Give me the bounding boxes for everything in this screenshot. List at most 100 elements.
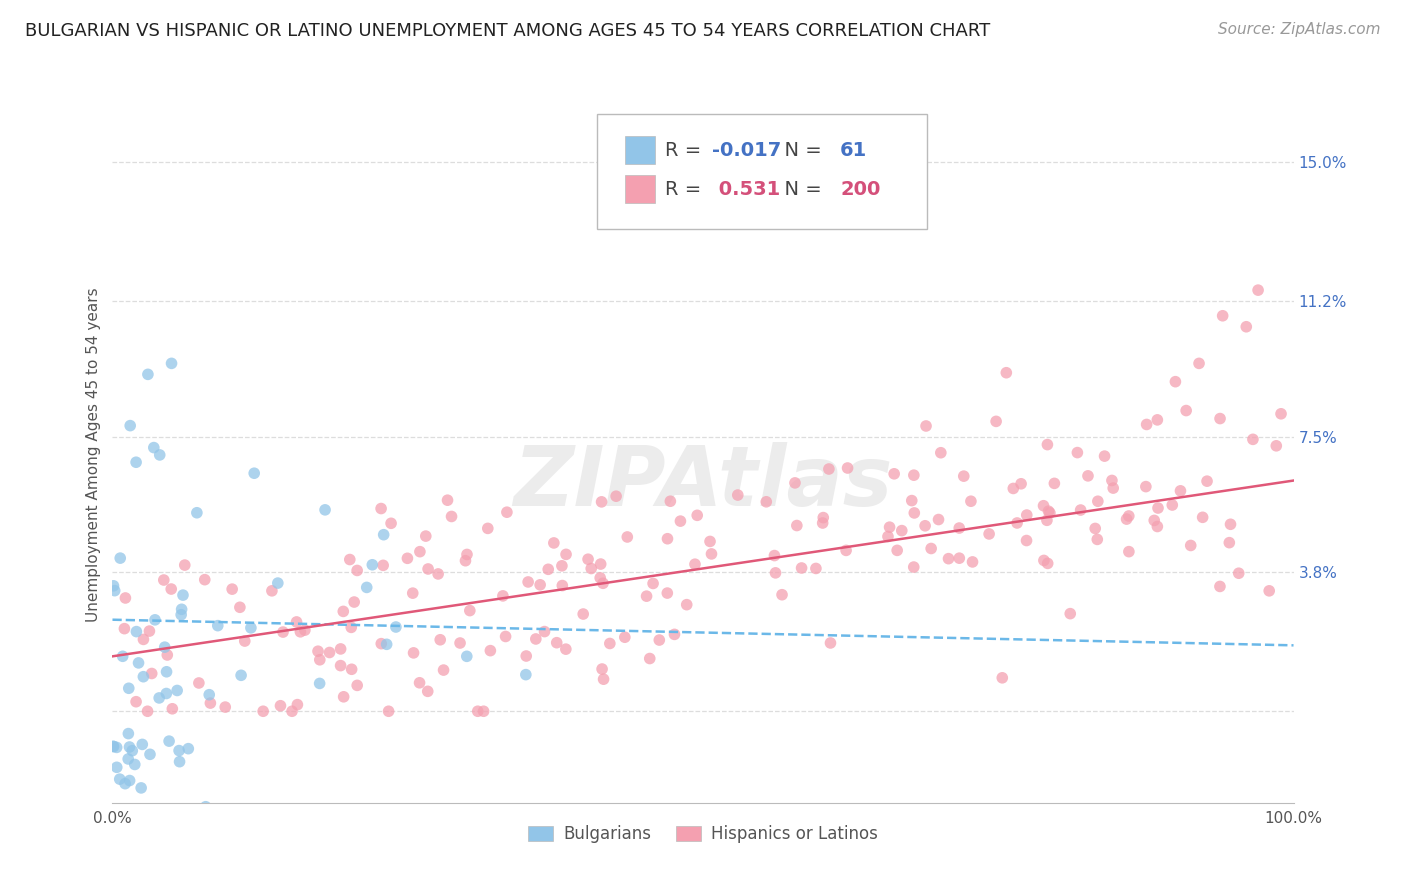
Point xyxy=(1036,513,1059,527)
Point xyxy=(960,494,983,508)
Point xyxy=(763,549,786,563)
Point xyxy=(103,739,125,754)
Point xyxy=(416,684,439,698)
Point xyxy=(479,643,502,657)
Point xyxy=(1118,508,1140,523)
Point xyxy=(108,772,131,786)
Point xyxy=(105,760,128,774)
Point xyxy=(1084,521,1107,535)
Point xyxy=(991,671,1014,685)
Point xyxy=(1265,439,1288,453)
Point xyxy=(436,493,458,508)
Point xyxy=(1161,498,1184,512)
Point xyxy=(1077,468,1099,483)
Point xyxy=(1143,513,1166,527)
Bar xyxy=(626,175,655,203)
Text: R =: R = xyxy=(665,179,707,199)
Point xyxy=(318,646,340,660)
Point xyxy=(269,698,291,713)
Point xyxy=(592,576,614,591)
Point xyxy=(136,368,159,382)
Point xyxy=(903,560,925,574)
Text: -0.017: -0.017 xyxy=(713,141,782,160)
Point xyxy=(117,752,139,766)
Point xyxy=(170,602,193,616)
Text: BULGARIAN VS HISPANIC OR LATINO UNEMPLOYMENT AMONG AGES 45 TO 54 YEARS CORRELATI: BULGARIAN VS HISPANIC OR LATINO UNEMPLOY… xyxy=(25,22,991,40)
Point xyxy=(194,573,217,587)
Point xyxy=(114,777,136,791)
Point xyxy=(329,658,352,673)
Point xyxy=(579,561,602,575)
Point xyxy=(1270,407,1292,421)
Point xyxy=(492,589,515,603)
Point xyxy=(977,527,1000,541)
Point xyxy=(984,414,1007,428)
Point xyxy=(657,532,679,546)
Point xyxy=(1036,557,1059,571)
Point xyxy=(472,704,495,718)
Point xyxy=(152,573,174,587)
Point xyxy=(375,637,398,651)
Point xyxy=(962,555,984,569)
Point xyxy=(125,624,148,639)
Point xyxy=(239,621,262,635)
Point xyxy=(1146,519,1168,533)
Point xyxy=(111,649,134,664)
Point xyxy=(136,704,159,718)
Point xyxy=(605,489,627,503)
Point xyxy=(820,636,842,650)
Point xyxy=(1247,283,1270,297)
Point xyxy=(1059,607,1081,621)
Point xyxy=(589,557,612,571)
Point xyxy=(373,527,395,541)
Point xyxy=(103,739,125,754)
Point xyxy=(103,579,125,593)
Point xyxy=(496,505,519,519)
Point xyxy=(339,552,361,566)
Point xyxy=(1209,579,1232,593)
Point xyxy=(186,506,208,520)
Point xyxy=(307,644,329,658)
Point xyxy=(456,548,478,562)
Point xyxy=(657,586,679,600)
Point xyxy=(138,624,160,638)
Point xyxy=(1135,480,1157,494)
Point xyxy=(429,632,451,647)
Point xyxy=(121,744,143,758)
Point xyxy=(149,448,172,462)
Text: N =: N = xyxy=(772,179,821,199)
Point xyxy=(1101,474,1123,488)
Point xyxy=(177,741,200,756)
Point xyxy=(1087,494,1109,508)
Point xyxy=(765,566,787,580)
Point xyxy=(233,634,256,648)
Point xyxy=(120,418,142,433)
Point xyxy=(529,578,551,592)
Text: 200: 200 xyxy=(839,179,880,199)
Point xyxy=(118,739,141,754)
Point xyxy=(948,551,970,566)
Point xyxy=(456,649,478,664)
Point xyxy=(1136,417,1159,432)
Point xyxy=(142,441,165,455)
Point xyxy=(243,467,266,481)
Point xyxy=(308,653,330,667)
Point xyxy=(790,561,813,575)
Point xyxy=(1070,503,1092,517)
Point xyxy=(252,704,274,718)
Point xyxy=(929,446,952,460)
Point xyxy=(686,508,709,523)
Point xyxy=(118,681,141,696)
Point xyxy=(287,698,309,712)
Point xyxy=(167,743,190,757)
Point xyxy=(1039,506,1062,520)
Text: ZIPAtlas: ZIPAtlas xyxy=(513,442,893,524)
Point xyxy=(308,676,330,690)
Point xyxy=(914,518,936,533)
Point xyxy=(110,551,132,566)
Point xyxy=(361,558,384,572)
Point xyxy=(166,683,188,698)
Point xyxy=(124,757,146,772)
Point xyxy=(402,586,425,600)
Point xyxy=(1146,413,1168,427)
